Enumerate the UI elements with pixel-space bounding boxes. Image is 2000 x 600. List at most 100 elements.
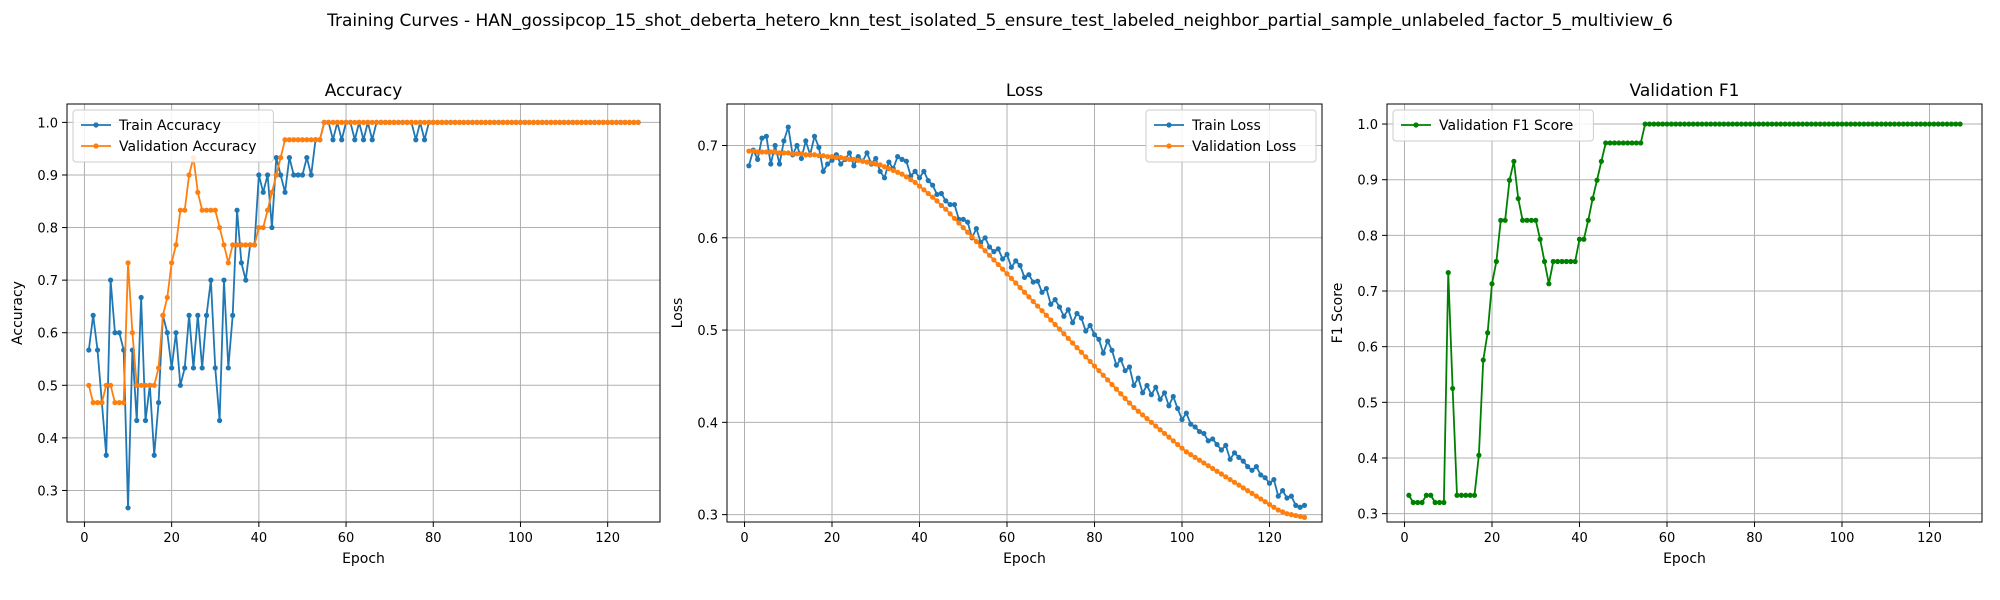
data-point — [943, 198, 949, 204]
data-point — [965, 229, 971, 235]
data-point — [1214, 468, 1220, 474]
data-point — [1201, 460, 1207, 466]
data-point — [339, 119, 345, 125]
data-point — [1918, 121, 1924, 127]
data-point — [1415, 499, 1421, 506]
data-point — [378, 119, 384, 125]
x-tick-label: 80 — [1746, 531, 1763, 546]
y-tick-label: 0.7 — [37, 274, 58, 289]
data-point — [759, 135, 765, 141]
data-point — [1471, 492, 1478, 498]
data-point — [1450, 385, 1456, 392]
data-point — [1909, 121, 1915, 127]
accuracy-legend: Train Accuracy Validation Accuracy — [72, 109, 274, 163]
data-point — [1703, 121, 1709, 127]
data-point — [513, 119, 519, 125]
data-point — [1065, 307, 1071, 313]
data-point — [1594, 177, 1600, 183]
data-point — [456, 119, 463, 125]
data-point — [443, 119, 449, 125]
data-point — [1585, 217, 1591, 223]
data-point — [605, 119, 611, 125]
data-point — [1498, 217, 1504, 223]
data-point — [1192, 454, 1198, 461]
data-point — [1000, 256, 1006, 262]
data-point — [121, 400, 127, 406]
data-point — [1528, 217, 1534, 223]
data-point — [1297, 513, 1303, 520]
data-point — [478, 119, 484, 125]
x-tick-label: 100 — [1170, 531, 1195, 546]
data-point — [1874, 121, 1880, 127]
data-point — [750, 148, 756, 154]
data-point — [496, 119, 502, 125]
loss-chart-title: Loss — [1006, 81, 1043, 101]
data-point — [1039, 308, 1045, 314]
data-point — [583, 119, 589, 125]
data-point — [1743, 121, 1749, 127]
data-point — [347, 119, 354, 125]
data-point — [1428, 492, 1434, 498]
data-point — [1410, 499, 1416, 506]
data-point — [395, 119, 401, 125]
data-point — [947, 201, 953, 208]
data-point — [807, 152, 813, 158]
data-point — [1638, 140, 1644, 146]
data-point — [160, 312, 166, 318]
data-point — [238, 260, 245, 266]
data-point — [1804, 121, 1810, 127]
data-point — [1848, 121, 1854, 127]
data-point — [903, 174, 909, 180]
data-point — [1188, 452, 1194, 458]
data-point — [1559, 258, 1565, 265]
data-point — [1245, 464, 1251, 470]
data-point — [1878, 121, 1884, 127]
data-point — [1891, 121, 1898, 127]
data-point — [1262, 499, 1268, 505]
x-tick-label: 100 — [1830, 531, 1855, 546]
data-point — [820, 168, 826, 174]
data-point — [1293, 512, 1299, 519]
validation-f1-legend: Validation F1 Score — [1392, 109, 1594, 142]
data-point — [1205, 463, 1211, 469]
x-tick-label: 60 — [338, 531, 355, 546]
data-point — [1109, 381, 1115, 388]
loss-chart: Loss Epoch Loss 0 20 40 60 80 100 120 0.3 0.4 0.5… — [670, 81, 1323, 567]
x-tick-label: 0 — [740, 531, 748, 546]
data-point — [561, 119, 567, 125]
data-point — [1262, 475, 1268, 481]
x-tick-label: 120 — [595, 531, 620, 546]
data-point — [574, 119, 580, 125]
data-point — [1039, 289, 1045, 295]
data-point — [1861, 121, 1867, 127]
data-point — [1458, 492, 1464, 498]
data-point — [1100, 372, 1106, 378]
data-point — [1004, 271, 1010, 277]
data-point — [142, 382, 149, 388]
data-point — [264, 172, 271, 178]
x-tick-label: 20 — [163, 531, 180, 546]
y-tick-label: 0.4 — [37, 432, 58, 447]
series-validation-accuracy — [86, 119, 641, 406]
data-point — [1100, 350, 1106, 356]
data-point — [1660, 121, 1666, 127]
x-tick-label: 40 — [251, 531, 268, 546]
data-point — [759, 149, 765, 155]
data-point — [134, 417, 140, 424]
x-tick-label: 60 — [999, 531, 1016, 546]
data-point — [186, 172, 192, 178]
data-point — [108, 382, 114, 388]
data-point — [430, 119, 436, 125]
data-point — [864, 150, 870, 156]
data-point — [986, 244, 993, 250]
data-point — [273, 172, 279, 178]
x-tick-label: 120 — [1917, 531, 1942, 546]
data-point — [912, 179, 918, 186]
data-point — [1056, 326, 1063, 332]
data-point — [1231, 479, 1238, 485]
x-tick-label: 40 — [1571, 531, 1588, 546]
data-point — [452, 119, 458, 125]
figure-title: Training Curves - HAN_gossipcop_15_shot_… — [326, 11, 1673, 31]
data-point — [1166, 403, 1172, 409]
data-point — [613, 119, 620, 125]
